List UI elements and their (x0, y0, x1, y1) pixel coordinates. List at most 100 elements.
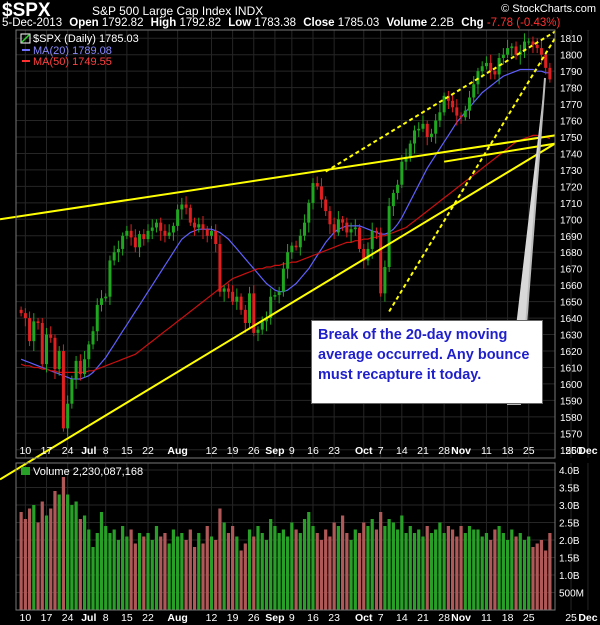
volume-bar (87, 529, 91, 610)
volume-x-tick-label: 18 (502, 612, 514, 624)
price-tick-label: 1620 (560, 347, 583, 358)
candle-body (379, 232, 383, 294)
volume-bar (231, 526, 235, 610)
candle-body (290, 245, 294, 253)
candle-body (260, 321, 264, 330)
candle-body (235, 296, 239, 302)
candle-body (70, 378, 74, 404)
volume-bar (66, 494, 70, 610)
candle-body (36, 321, 40, 324)
exchange-label: INDX (234, 4, 264, 18)
quote-date: 5-Dec-2013 (2, 17, 63, 29)
price-tick-label: 1590 (560, 396, 583, 407)
candle-body (328, 211, 332, 225)
volume-x-tick-label: 25 (523, 612, 535, 624)
candle-body (66, 403, 70, 429)
volume-bar (505, 540, 510, 610)
candle-body (501, 54, 505, 58)
candle-body (28, 318, 32, 342)
volume-bar (192, 547, 197, 610)
volume-bar (184, 540, 188, 610)
volume-x-tick-label: Oct (355, 612, 373, 624)
volume-bar (370, 519, 374, 610)
candle-body (446, 95, 450, 101)
volume-x-tick-label: Sep (265, 612, 284, 624)
volume-bar (417, 529, 421, 610)
candle-body (370, 230, 374, 249)
price-tick-label: 1560 (560, 446, 583, 457)
volume-bar (32, 505, 36, 610)
high-value: 1792.82 (179, 17, 222, 29)
candle-body (78, 360, 82, 375)
volume-bar (61, 477, 66, 610)
volume-bar (243, 543, 247, 610)
price-tick-label: 1580 (560, 413, 583, 424)
volume-bar (501, 533, 505, 610)
candle-body (468, 97, 472, 111)
candle-body (218, 244, 222, 292)
price-panel-frame (15, 29, 556, 459)
volume-bar (281, 529, 285, 610)
volume-bar (395, 529, 400, 610)
volume-tick-label: 3.5B (559, 484, 580, 495)
volume-bar (421, 536, 425, 610)
volume-bar (497, 526, 501, 610)
ticker-symbol: $SPX (2, 0, 51, 21)
candle-body (527, 41, 531, 43)
candle-body (455, 107, 459, 116)
candle-body (404, 156, 408, 162)
trendline-wedge-bottom (388, 37, 556, 313)
candle-body (243, 309, 247, 324)
volume-bars (19, 477, 552, 610)
price-tick-label: 1570 (560, 429, 583, 440)
volume-bar (319, 540, 324, 610)
price-tick-label: 1720 (560, 182, 583, 193)
price-x-tick-label: 28 (438, 445, 450, 457)
volume-x-tick-label: 24 (62, 612, 74, 624)
volume-bar (205, 526, 209, 610)
candle-body (87, 344, 91, 360)
volume-bar (315, 533, 319, 610)
volume-bar (374, 529, 379, 610)
volume-x-tick-label: 23 (328, 612, 340, 624)
volume-bar (239, 550, 243, 610)
open-value: 1792.82 (101, 17, 144, 29)
volume-bar (489, 540, 493, 610)
candle-body (150, 227, 154, 231)
volume-bar (336, 526, 340, 610)
volume-bar (142, 536, 146, 610)
candle-body (429, 133, 433, 137)
candle-body (362, 248, 366, 261)
candle-body (112, 252, 116, 261)
price-x-tick-label: 19 (227, 445, 239, 457)
volume-bar (112, 529, 116, 610)
volume-bar (49, 508, 53, 610)
volume-bar (539, 540, 544, 610)
volume-bar (294, 529, 298, 610)
volume-bar (235, 536, 239, 610)
volume-bar (121, 526, 125, 610)
volume-bar (548, 533, 552, 610)
candle-body (252, 293, 256, 333)
price-tick-label: 1760 (560, 117, 583, 128)
volume-bar (408, 526, 412, 610)
close-label: Close (303, 17, 335, 29)
price-x-tick-label: 23 (328, 445, 340, 457)
candle-body (193, 222, 197, 228)
candle-body (510, 46, 514, 49)
price-tick-label: 1750 (560, 133, 583, 144)
volume-bar (218, 508, 222, 610)
volume-tick-label: 2.0B (559, 536, 580, 547)
candle-body (408, 143, 412, 157)
volume-bar (446, 526, 450, 610)
volume-x-tick-label: 21 (417, 612, 429, 624)
price-x-tick-label: 10 (20, 445, 32, 457)
price-x-tick-label: 16 (307, 445, 319, 457)
candle-body (413, 130, 417, 144)
candle-body (184, 204, 188, 208)
volume-bar (197, 533, 201, 610)
change-label: Chg (461, 17, 484, 29)
x-axis: 10 10 17 17 24 24 Jul Jul 8 8 15 15 22 22 Aug Aug 12 12 19… (20, 445, 598, 624)
volume-bar (434, 529, 438, 610)
candle-body (273, 295, 277, 297)
